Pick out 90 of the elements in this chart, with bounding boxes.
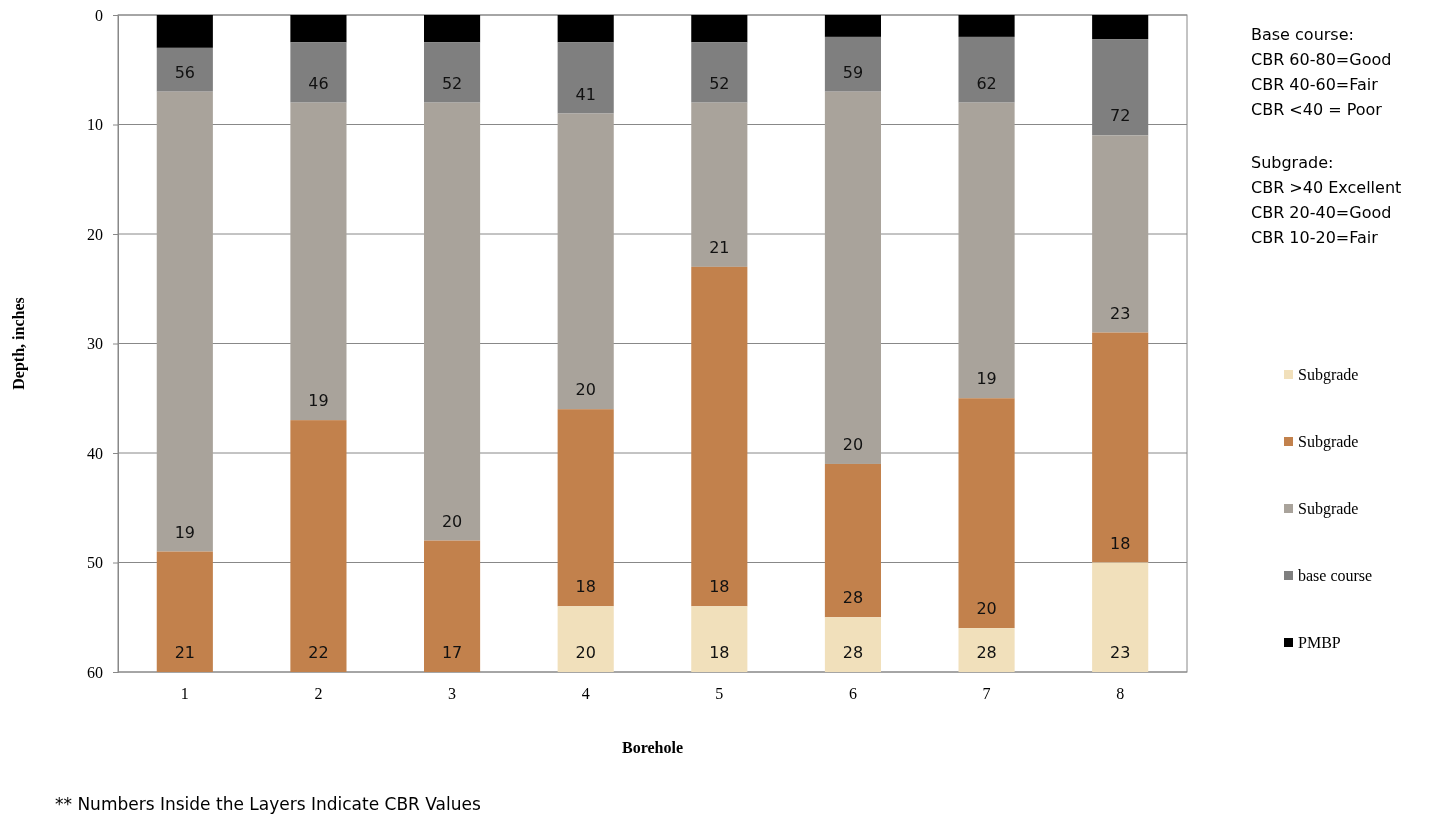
bar: [156, 551, 213, 672]
bar: [824, 36, 881, 92]
legend-label: base course: [1298, 567, 1373, 584]
x-tick-label: 6: [848, 685, 857, 703]
annotation: 28: [842, 643, 864, 662]
bar: [290, 420, 347, 672]
annotation: 41: [575, 84, 596, 104]
bar: [691, 606, 748, 672]
annotation: 46: [308, 73, 329, 93]
annotation: 21: [709, 237, 730, 257]
bar: [958, 36, 1015, 103]
x-tick-label: 8: [1116, 685, 1125, 703]
y-tick-label: 20: [87, 225, 103, 243]
legend-label: Subgrade: [1298, 366, 1359, 384]
x-tick-label: 2: [314, 685, 323, 703]
bar: [691, 266, 748, 607]
annotation: 19: [174, 522, 195, 542]
annotation: 20: [976, 599, 997, 619]
annotation: 23: [1110, 643, 1131, 662]
y-tick-label: 10: [87, 116, 103, 134]
bar: [1092, 15, 1149, 40]
bar: [557, 42, 614, 114]
legend-label: Subgrade: [1298, 500, 1359, 518]
annotation: 59: [842, 62, 864, 82]
y-tick-label: 0: [95, 6, 103, 24]
annotation: 18: [709, 643, 730, 662]
annotation: 52: [441, 73, 463, 93]
annotation: 20: [575, 380, 596, 400]
bar: [424, 102, 481, 541]
y-axis-title: Depth, inches: [10, 297, 28, 390]
bar: [958, 628, 1015, 672]
bar: [424, 15, 481, 43]
annotation: 22: [308, 643, 329, 662]
annotation: 56: [174, 62, 195, 82]
annotation: 18: [1110, 533, 1131, 553]
bar: [290, 42, 347, 103]
legend-label: Subgrade: [1298, 433, 1359, 451]
bar: [1092, 562, 1149, 672]
bar: [958, 102, 1015, 399]
bar: [958, 398, 1015, 629]
bar: [1092, 332, 1149, 563]
y-tick-label: 30: [87, 335, 103, 353]
bar: [691, 42, 748, 103]
bar: [557, 113, 614, 410]
annotation: 28: [842, 588, 864, 608]
annotation: 18: [575, 577, 596, 597]
bar: [824, 91, 881, 464]
bar: [1092, 135, 1149, 333]
bar: [691, 15, 748, 43]
annotation: 72: [1110, 106, 1131, 126]
bar: [824, 15, 881, 37]
bar: [691, 102, 748, 267]
annotation: 20: [441, 511, 463, 531]
annotation: 23: [1110, 303, 1131, 323]
annotation: 19: [976, 369, 997, 389]
bar: [156, 47, 213, 92]
legend-label: PMBP: [1298, 634, 1341, 651]
bar: [958, 15, 1015, 37]
annotation: 20: [842, 434, 864, 454]
bar: [824, 463, 881, 618]
bar: [290, 102, 347, 421]
bar: [156, 15, 213, 48]
bar: [424, 42, 481, 103]
y-tick-label: 60: [87, 663, 103, 681]
y-tick-label: 50: [87, 554, 103, 572]
bar: [557, 606, 614, 672]
x-tick-label: 4: [581, 685, 590, 703]
annotation: 20: [575, 643, 596, 662]
text: Base course: CBR 60-80=Good CBR 40-60=Fair CBR <40 = Poor: [1251, 25, 1392, 119]
annotation: 19: [308, 391, 329, 411]
bar: [824, 617, 881, 672]
annotation: 28: [976, 643, 997, 662]
text: ** Numbers Inside the Layers Indicate CBR Values: [55, 794, 481, 814]
annotation: 18: [709, 577, 730, 597]
x-tick-label: 7: [982, 685, 991, 703]
annotation: 21: [174, 643, 195, 662]
text: Subgrade: CBR >40 Excellent CBR 20-40=Good CBR 10-20=Fair: [1251, 153, 1402, 247]
y-tick-label: 40: [87, 444, 103, 462]
bar: [557, 15, 614, 43]
x-tick-label: 5: [715, 685, 724, 703]
annotation: 17: [441, 643, 463, 662]
annotation: 52: [709, 73, 730, 93]
bar: [156, 91, 213, 552]
bar: [424, 540, 481, 672]
bar: [557, 409, 614, 607]
annotation: 62: [976, 73, 997, 93]
x-tick-label: 1: [180, 685, 189, 703]
x-tick-label: 3: [448, 685, 457, 703]
bar: [290, 15, 347, 43]
x-axis-title: Borehole: [621, 739, 684, 756]
